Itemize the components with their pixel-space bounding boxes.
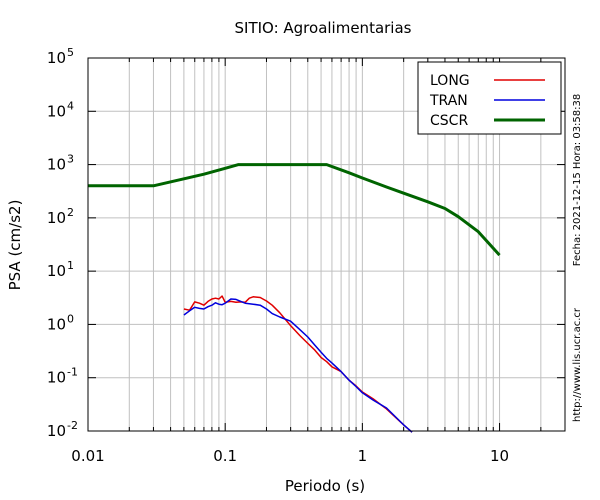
y-tick-label: 10 [47, 49, 66, 67]
legend-box [417, 61, 562, 135]
url-note: http://www.lis.ucr.ac.cr [572, 307, 583, 422]
y-tick-label: 10 [47, 369, 66, 387]
date-note: Fecha: 2021-12-15 Hora: 03:58:38 [572, 94, 583, 267]
legend: LONG TRAN CSCR [417, 61, 562, 135]
y-tick-exponent: -2 [67, 419, 78, 432]
y-tick-exponent: 3 [67, 153, 74, 166]
y-tick-exponent: -1 [67, 366, 78, 379]
y-tick-exponent: 0 [67, 312, 74, 325]
y-tick-exponent: 2 [67, 206, 74, 219]
y-tick-label: 10 [47, 156, 66, 174]
y-tick-label: 10 [47, 422, 66, 440]
y-axis-label: PSA (cm/s2) [6, 200, 24, 291]
x-tick-label: 1 [358, 447, 368, 465]
y-tick-exponent: 4 [67, 99, 74, 112]
legend-label-long: LONG [430, 73, 470, 89]
series-lines [88, 163, 501, 433]
plot-frame [87, 57, 566, 432]
legend-label-tran: TRAN [429, 93, 468, 109]
legend-label-cscr: CSCR [430, 113, 468, 129]
series-line-cscr [88, 163, 501, 257]
y-tick-exponent: 5 [67, 46, 74, 59]
x-tick-label: 10 [490, 447, 509, 465]
x-tick-label: 0.01 [71, 447, 104, 465]
x-axis-label: Periodo (s) [285, 477, 365, 495]
y-tick-label: 10 [47, 102, 66, 120]
y-tick-exponent: 1 [67, 259, 74, 272]
y-tick-label: 10 [47, 262, 66, 280]
chart-title: SITIO: Agroalimentarias [235, 19, 412, 37]
x-tick-label: 0.1 [213, 447, 237, 465]
series-line-long [183, 295, 413, 433]
y-tick-label: 10 [47, 315, 66, 333]
series-line-tran [183, 298, 413, 433]
y-tick-label: 10 [47, 209, 66, 227]
